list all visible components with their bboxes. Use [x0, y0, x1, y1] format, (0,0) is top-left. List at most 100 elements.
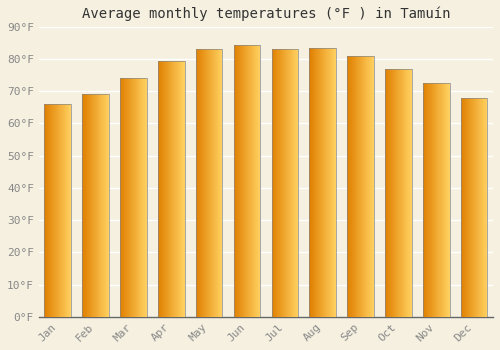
Bar: [239, 44, 240, 317]
Bar: [209, 49, 210, 317]
Bar: [177, 61, 178, 317]
Bar: [328, 48, 329, 317]
Bar: [59, 104, 60, 317]
Bar: [93, 94, 94, 317]
Bar: [273, 49, 274, 317]
Bar: [83, 94, 84, 317]
Bar: [167, 61, 168, 317]
Bar: [371, 56, 372, 317]
Bar: [61, 104, 62, 317]
Bar: [100, 94, 101, 317]
Bar: [130, 78, 131, 317]
Bar: [408, 69, 409, 317]
Bar: [199, 49, 200, 317]
Bar: [409, 69, 410, 317]
Bar: [47, 104, 48, 317]
Bar: [179, 61, 180, 317]
Bar: [335, 48, 336, 317]
Bar: [405, 69, 406, 317]
Bar: [311, 48, 312, 317]
Bar: [324, 48, 325, 317]
Bar: [159, 61, 160, 317]
Bar: [358, 56, 359, 317]
Bar: [183, 61, 184, 317]
Bar: [446, 83, 447, 317]
Bar: [98, 94, 99, 317]
Bar: [180, 61, 181, 317]
Bar: [162, 61, 163, 317]
Bar: [126, 78, 127, 317]
Bar: [249, 44, 250, 317]
Bar: [161, 61, 162, 317]
Bar: [220, 49, 221, 317]
Bar: [131, 78, 132, 317]
Bar: [469, 98, 470, 317]
Bar: [234, 44, 235, 317]
Bar: [94, 94, 95, 317]
Bar: [478, 98, 479, 317]
Bar: [426, 83, 428, 317]
Bar: [356, 56, 357, 317]
Bar: [85, 94, 86, 317]
Bar: [468, 98, 469, 317]
Bar: [282, 49, 284, 317]
Bar: [210, 49, 212, 317]
Bar: [60, 104, 61, 317]
Bar: [70, 104, 71, 317]
Bar: [279, 49, 280, 317]
Bar: [212, 49, 213, 317]
Bar: [365, 56, 366, 317]
Bar: [370, 56, 371, 317]
Bar: [351, 56, 352, 317]
Bar: [349, 56, 350, 317]
Bar: [48, 104, 50, 317]
Bar: [293, 49, 294, 317]
Bar: [364, 56, 365, 317]
Bar: [243, 44, 244, 317]
Bar: [449, 83, 450, 317]
Bar: [204, 49, 205, 317]
Bar: [172, 61, 173, 317]
Bar: [476, 98, 477, 317]
Bar: [122, 78, 123, 317]
Bar: [84, 94, 85, 317]
Bar: [144, 78, 145, 317]
Bar: [390, 69, 391, 317]
Bar: [105, 94, 106, 317]
Bar: [401, 69, 402, 317]
Bar: [472, 98, 473, 317]
Bar: [57, 104, 58, 317]
Bar: [360, 56, 361, 317]
Bar: [406, 69, 407, 317]
Bar: [173, 61, 174, 317]
Bar: [354, 56, 356, 317]
Bar: [423, 83, 450, 317]
Bar: [46, 104, 47, 317]
Bar: [103, 94, 104, 317]
Bar: [160, 61, 161, 317]
Bar: [127, 78, 128, 317]
Bar: [82, 94, 83, 317]
Bar: [323, 48, 324, 317]
Bar: [398, 69, 399, 317]
Bar: [181, 61, 182, 317]
Bar: [289, 49, 290, 317]
Bar: [286, 49, 287, 317]
Bar: [171, 61, 172, 317]
Bar: [462, 98, 463, 317]
Bar: [242, 44, 243, 317]
Bar: [168, 61, 169, 317]
Bar: [201, 49, 202, 317]
Bar: [176, 61, 177, 317]
Bar: [321, 48, 322, 317]
Bar: [410, 69, 411, 317]
Bar: [175, 61, 176, 317]
Bar: [174, 61, 175, 317]
Bar: [430, 83, 431, 317]
Bar: [69, 104, 70, 317]
Bar: [471, 98, 472, 317]
Bar: [241, 44, 242, 317]
Bar: [101, 94, 102, 317]
Bar: [248, 44, 249, 317]
Bar: [477, 98, 478, 317]
